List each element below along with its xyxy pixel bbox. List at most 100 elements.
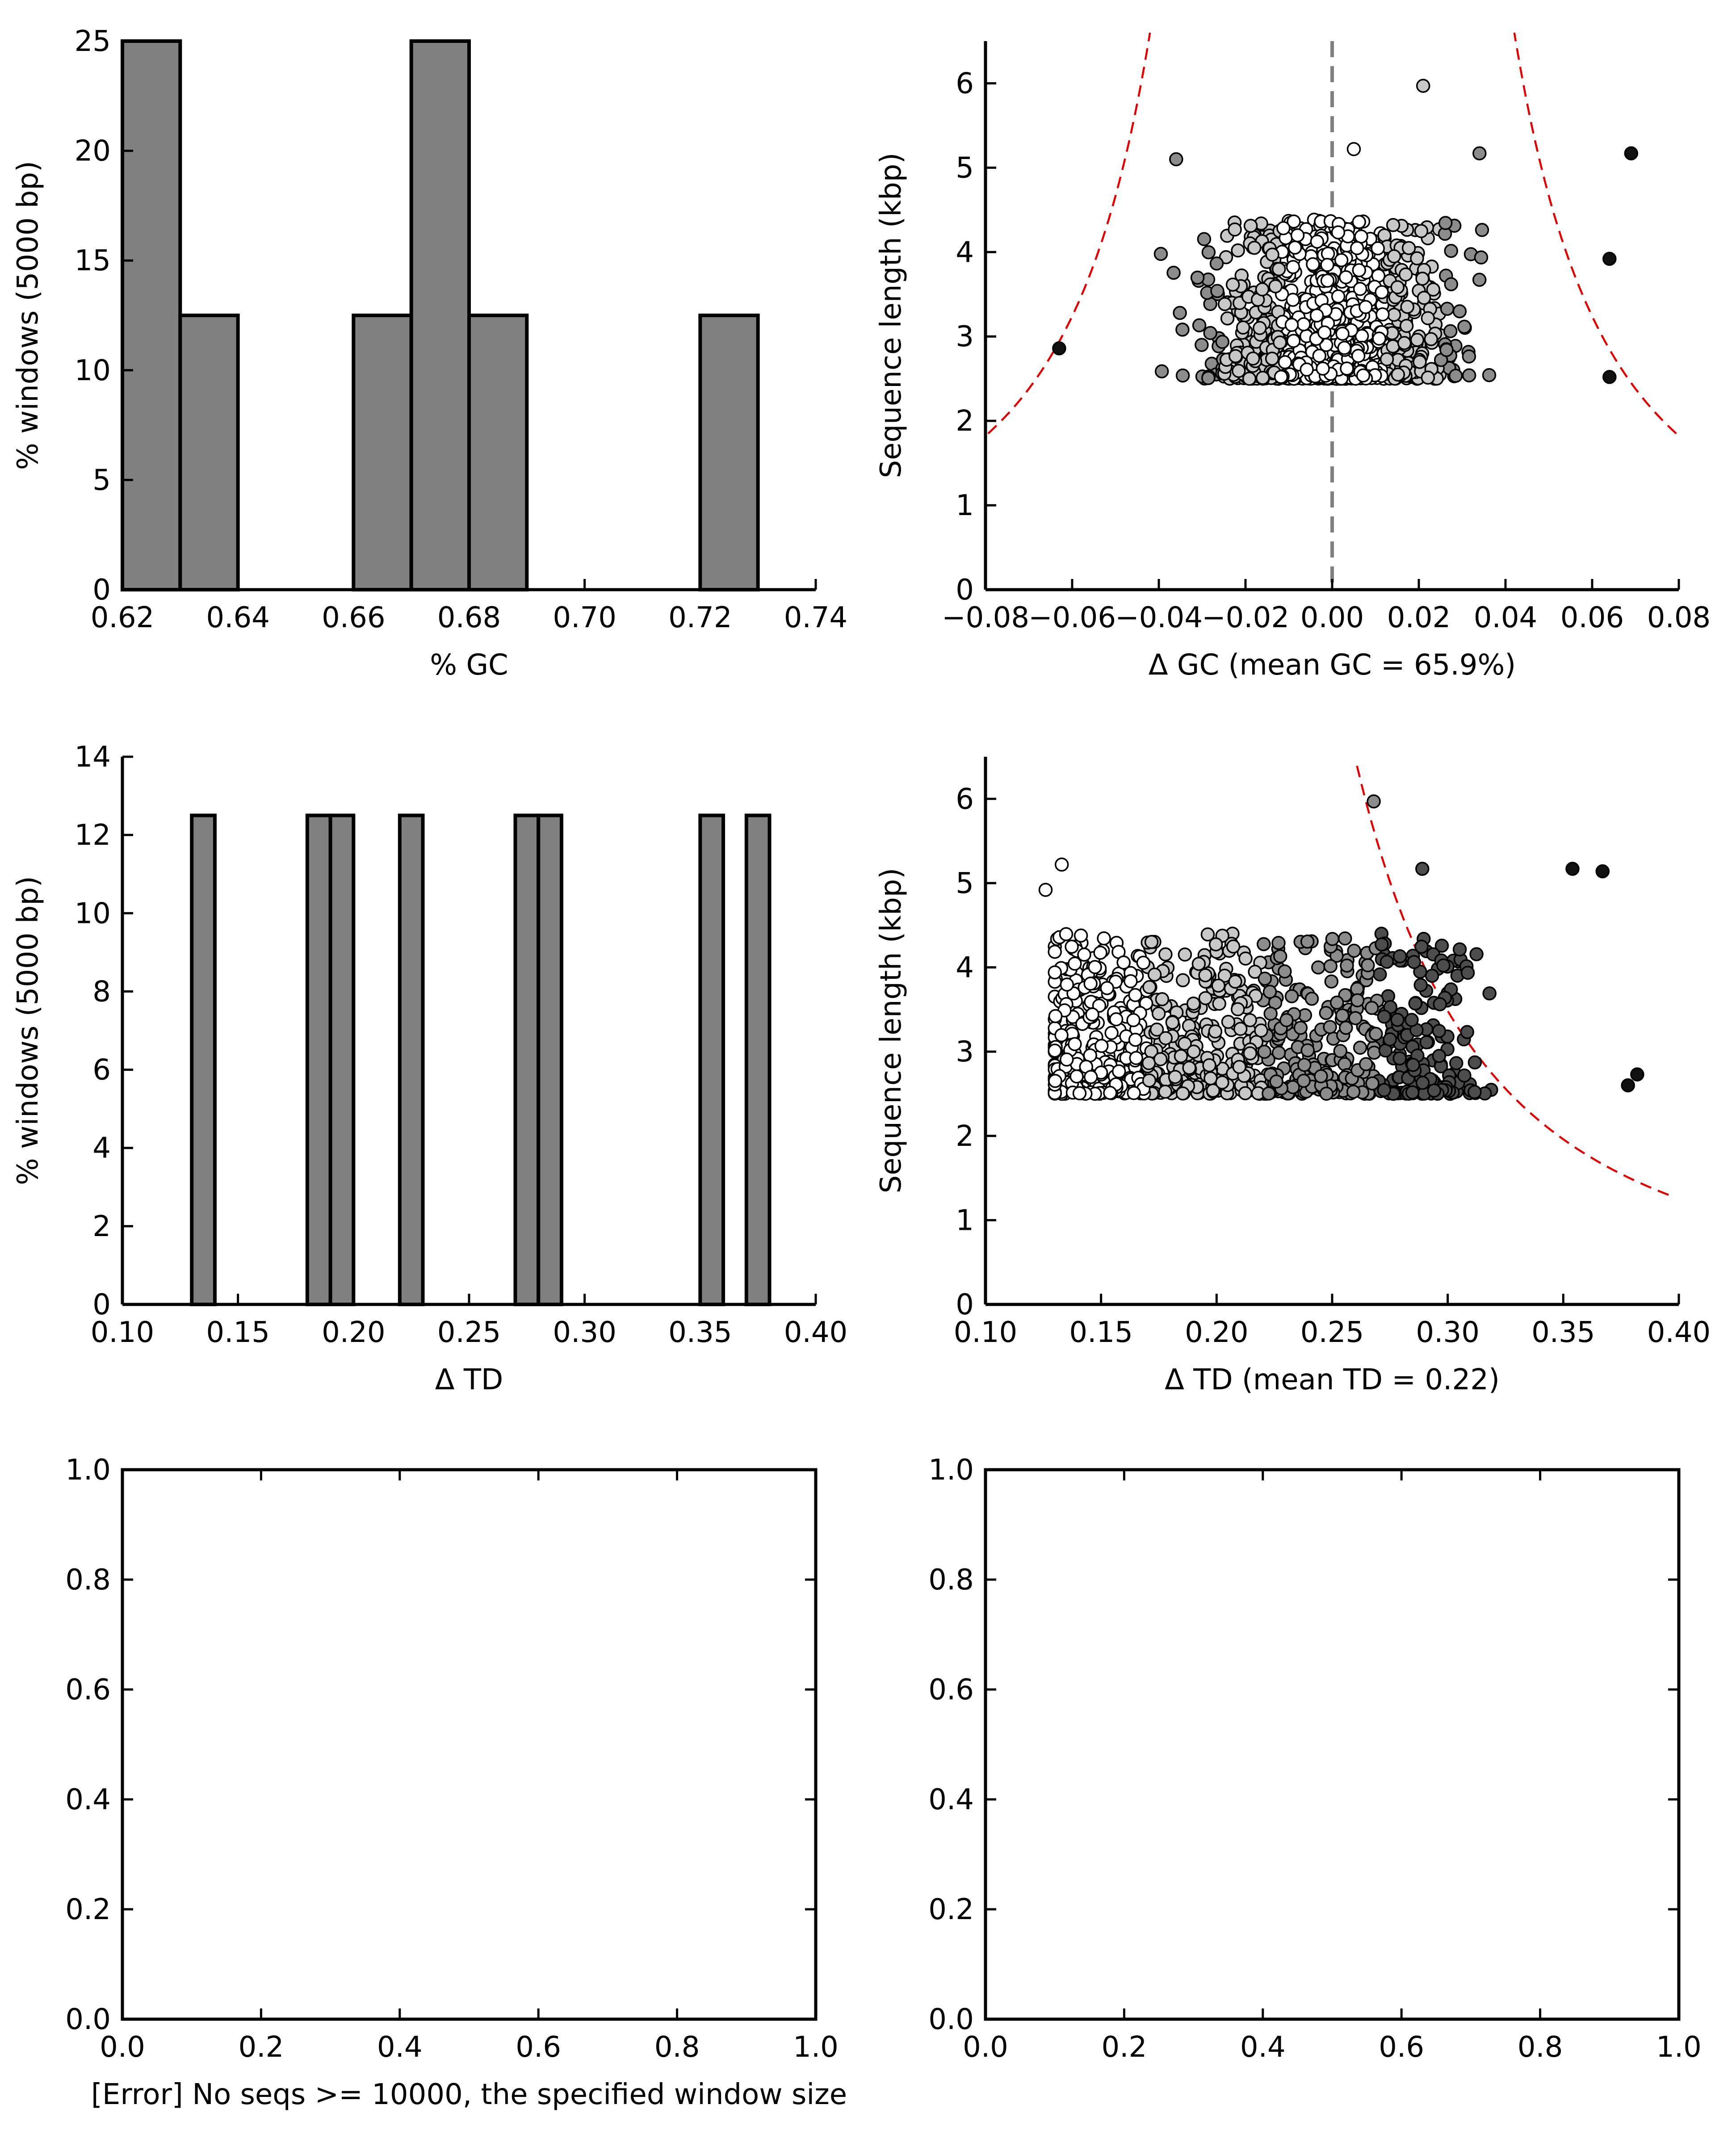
- gc-scatter-point-408: [1215, 335, 1230, 349]
- gc-scatter-point-361: [1173, 306, 1187, 320]
- empty-left-panel: 0.0 0.2 0.4 0.6 0.8 1.0 0.0 0.2 0.4 0.6 0.8 1.0 [Err…: [65, 1454, 847, 2111]
- gc-scatter-point-393: [1352, 215, 1366, 229]
- td-scatter-point-861: [1065, 939, 1079, 954]
- empty-right-xtick-label-4: 0.8: [1518, 2031, 1563, 2064]
- td-scatter-point-829: [1468, 1085, 1482, 1099]
- td-scatter-point-52: [1324, 974, 1339, 989]
- td-scatter-point-900: [1038, 883, 1053, 897]
- td-hist-ytick-label-1: 2: [92, 1210, 111, 1243]
- td-scatter-point-354: [1390, 1013, 1405, 1027]
- td-hist-bar-7: [744, 813, 772, 1306]
- td-scatter-point-887: [1068, 956, 1082, 971]
- gc-scatter-point-667: [1320, 273, 1335, 288]
- td-scatter-point-773: [1248, 964, 1262, 979]
- td-scatter-point-256: [1434, 939, 1449, 953]
- gc-scatter-point-860: [1316, 361, 1330, 376]
- td-hist-bar-3: [398, 813, 425, 1306]
- td-scatter-point-776: [1278, 964, 1292, 979]
- td-scatter-point-897: [1083, 977, 1098, 991]
- td-scatter-point-836: [1165, 1015, 1180, 1030]
- td-scatter-point-310: [1300, 935, 1315, 949]
- td-scatter-point-875: [1375, 937, 1389, 952]
- gc-scatter-point-759: [1300, 362, 1314, 377]
- td-hist-xtick-label-2: 0.20: [322, 1316, 386, 1349]
- gc-scatter-point-900: [1416, 79, 1430, 93]
- td-scatter-point-798: [1361, 958, 1375, 973]
- td-scatter-point-553: [1208, 937, 1223, 952]
- empty-right-xtick-label-2: 0.4: [1240, 2031, 1286, 2064]
- td-hist-ytick-label-4: 8: [92, 975, 111, 1008]
- td-scatter-point-809: [1377, 1083, 1392, 1097]
- td-scatter-xtick-label-6: 0.40: [1647, 1316, 1711, 1349]
- gc-scatter-point-591: [1154, 364, 1169, 378]
- td-scatter-point-711: [1060, 1052, 1074, 1067]
- td-scatter-point-895: [1427, 1083, 1442, 1098]
- td-scatter-point-864: [1415, 1076, 1430, 1090]
- td-scatter-point-62: [1338, 931, 1352, 946]
- td-scatter-point-661: [1369, 1027, 1383, 1041]
- td-scatter-point-694: [1100, 981, 1114, 995]
- td-hist-xtick-label-5: 0.35: [668, 1316, 732, 1349]
- gc-scatter-point-832: [1232, 364, 1246, 378]
- td-scatter-point-659: [1054, 1028, 1069, 1043]
- td-scatter-point-795: [1202, 1058, 1216, 1073]
- gc-scatter-point-825: [1386, 339, 1400, 354]
- gc-scatter-point-885: [1400, 300, 1414, 314]
- td-scatter-point-656: [1460, 965, 1475, 980]
- td-scatter-ytick-label-6: 6: [956, 783, 974, 816]
- td-hist-ytick-label-0: 0: [92, 1288, 111, 1321]
- td-scatter-point-893: [1258, 971, 1272, 986]
- td-scatter-point-731: [1323, 1020, 1337, 1034]
- gc-hist-xtick-label-5: 0.72: [668, 601, 732, 634]
- td-scatter-point-826: [1072, 1086, 1087, 1101]
- td-scatter-point-691: [1296, 1073, 1311, 1088]
- td-scatter-point-304: [1432, 1024, 1446, 1038]
- gc-scatter-point-865: [1335, 327, 1350, 341]
- td-scatter-point-760: [1069, 1069, 1084, 1084]
- gc-hist-xtick-label-6: 0.74: [784, 601, 848, 634]
- td-scatter-point-837: [1300, 1043, 1315, 1057]
- gc-scatter-point-899: [1265, 247, 1279, 262]
- td-scatter-point-708: [1187, 1044, 1201, 1059]
- td-scatter-point-876: [1048, 944, 1062, 959]
- gc-hist-bar-2: [352, 314, 413, 591]
- td-scatter-point-556: [1392, 949, 1407, 964]
- gc-scatter-point-294: [1475, 223, 1489, 237]
- td-scatter-xtick-label-5: 0.35: [1531, 1316, 1595, 1349]
- empty-left-ytick-label-2: 0.4: [65, 1783, 111, 1816]
- td-scatter-point-839: [1232, 1060, 1247, 1074]
- gc-scatter-point-868: [1391, 367, 1405, 382]
- gc-scatter-point-3: [1444, 243, 1458, 258]
- td-scatter-ytick-label-3: 3: [956, 1035, 974, 1069]
- gc-scatter-point-905: [1052, 341, 1066, 356]
- td-scatter-point-849: [1364, 1001, 1379, 1015]
- td-scatter-point-788: [1348, 1011, 1363, 1025]
- td-scatter-point-838: [1158, 1031, 1173, 1045]
- empty-left-xlabel: [Error] No seqs >= 10000, the specified …: [91, 2078, 847, 2111]
- td-scatter-point-884: [1406, 1058, 1420, 1072]
- td-scatter-point-660: [1383, 1032, 1397, 1047]
- gc-scatter-xtick-label-3: −0.02: [1202, 601, 1289, 634]
- gc-scatter-point-191: [1452, 304, 1467, 319]
- empty-left-ytick-label-1: 0.2: [65, 1893, 111, 1926]
- td-scatter-point-902: [1367, 794, 1381, 809]
- td-scatter-point-892: [1314, 1069, 1328, 1083]
- td-scatter-point-582: [1377, 1010, 1392, 1024]
- gc-scatter-point-818: [1286, 260, 1300, 274]
- gc-scatter-point-612: [1243, 218, 1258, 233]
- td-scatter-point-863: [1333, 1044, 1348, 1058]
- td-scatter-point-231: [1097, 931, 1111, 946]
- gc-hist-ytick-label-0: 0: [92, 574, 111, 607]
- gc-scatter-point-413: [1192, 318, 1207, 332]
- td-scatter-point-188: [1340, 958, 1354, 973]
- td-scatter-point-703: [1211, 978, 1226, 993]
- td-scatter-point-287: [1311, 960, 1325, 975]
- td-scatter-point-784: [1262, 1086, 1276, 1101]
- td-hist-bar-5: [537, 813, 563, 1306]
- td-scatter-ytick-label-5: 5: [956, 867, 974, 900]
- gc-scatter-point-458: [1448, 369, 1463, 383]
- gc-scatter-point-802: [1253, 321, 1267, 335]
- td-scatter-point-701: [1178, 1036, 1192, 1051]
- gc-scatter-point-673: [1175, 368, 1190, 383]
- td-hist-bar-0: [190, 813, 217, 1306]
